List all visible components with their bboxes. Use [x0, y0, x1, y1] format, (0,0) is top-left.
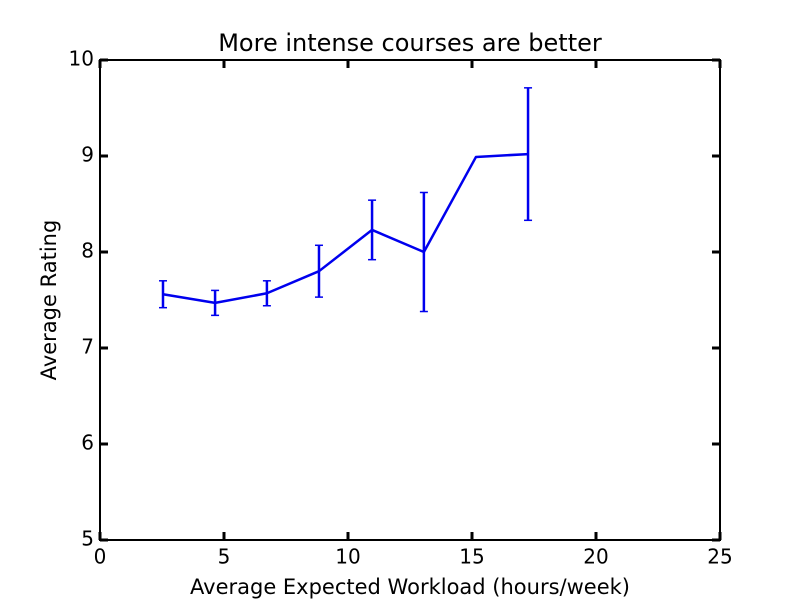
- x-axis-label: Average Expected Workload (hours/week): [190, 575, 630, 599]
- plot-frame: [99, 59, 721, 541]
- y-tick-label: 6: [81, 431, 94, 455]
- x-tick-label: 0: [94, 545, 107, 569]
- y-tick-label: 5: [81, 527, 94, 551]
- y-tick-label: 8: [81, 239, 94, 263]
- x-tick-label: 5: [218, 545, 231, 569]
- y-tick-label: 9: [81, 143, 94, 167]
- x-tick-label: 20: [583, 545, 608, 569]
- chart-title: More intense courses are better: [218, 29, 602, 57]
- data-line: [162, 152, 529, 305]
- y-tick-label: 10: [69, 47, 94, 71]
- x-tick-label: 15: [459, 545, 484, 569]
- y-tick-label: 7: [81, 335, 94, 359]
- y-axis-label: Average Rating: [37, 220, 61, 381]
- x-tick-label: 10: [335, 545, 360, 569]
- x-tick-label: 25: [707, 545, 732, 569]
